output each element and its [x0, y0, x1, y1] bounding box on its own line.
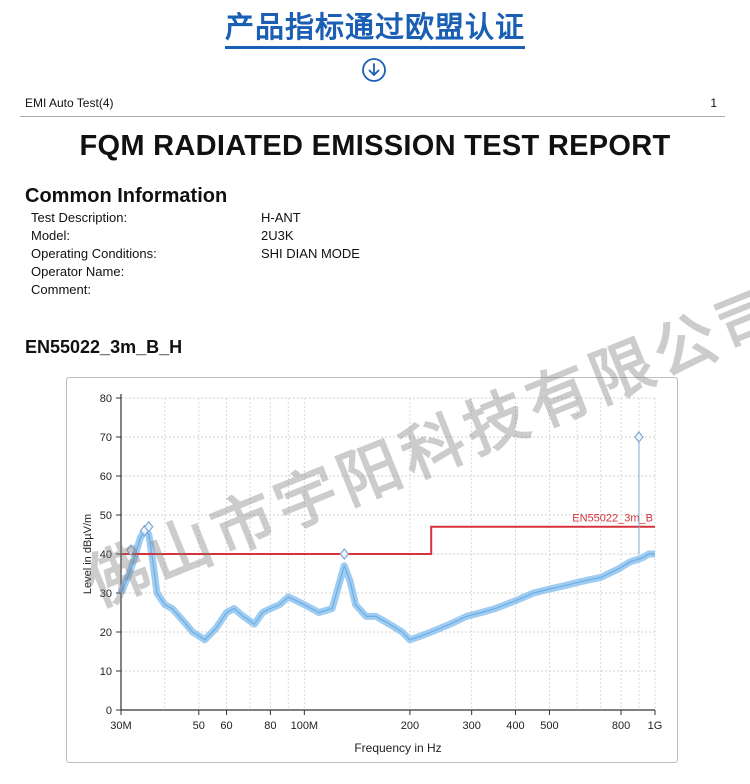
- x-tick-label: 100M: [291, 720, 319, 732]
- chart-svg: 0 10 20 30 40 50 60 70 80 30M 50 60 80 100M 200 300 400 5…: [82, 393, 663, 755]
- arrow-down-circle-icon[interactable]: [361, 57, 387, 83]
- info-label: Operating Conditions:: [31, 246, 157, 261]
- x-tick-label: 500: [540, 720, 558, 732]
- x-tick-label: 200: [401, 720, 419, 732]
- peak-marker: [143, 520, 154, 533]
- common-info-table: Test Description: H-ANT Model: 2U3K Operat…: [31, 209, 531, 299]
- y-tick-label: 20: [100, 627, 112, 639]
- info-label: Operator Name:: [31, 264, 125, 279]
- y-axis-label: Level in dBµV/m: [82, 514, 94, 594]
- banner-title: 产品指标通过欧盟认证: [0, 4, 750, 49]
- x-tick-label: 400: [506, 720, 524, 732]
- limit-label: EN55022_3m_B: [572, 513, 653, 525]
- y-tick-label: 10: [100, 666, 112, 678]
- info-value: SHI DIAN MODE: [261, 246, 360, 261]
- report-title: FQM RADIATED EMISSION TEST REPORT: [79, 130, 671, 162]
- info-label: Comment:: [31, 282, 91, 297]
- y-tick-label: 40: [100, 549, 112, 561]
- x-tick-label: 80: [264, 720, 276, 732]
- page-number: 1: [710, 96, 717, 110]
- x-axis-label: Frequency in Hz: [354, 741, 441, 755]
- info-row: Comment:: [31, 281, 531, 299]
- limit-title: EN55022_3m_B_H: [25, 337, 183, 357]
- x-tick-label: 30M: [110, 720, 131, 732]
- info-row: Operator Name:: [31, 263, 531, 281]
- info-row: Model: 2U3K: [31, 227, 531, 245]
- peak-marker: [634, 431, 644, 443]
- y-tick-label: 60: [100, 471, 112, 483]
- emission-chart: 0 10 20 30 40 50 60 70 80 30M 50 60 80 100M 200 300 400 5…: [66, 377, 678, 763]
- x-tick-label: 800: [612, 720, 630, 732]
- report-header-left: EMI Auto Test(4): [25, 96, 114, 110]
- info-value: 2U3K: [261, 228, 294, 243]
- x-tick-label: 50: [193, 720, 205, 732]
- emission-trace-core: [120, 530, 655, 641]
- common-info-title: Common Information: [25, 185, 228, 207]
- y-tick-label: 0: [106, 705, 112, 717]
- peak-marker: [339, 548, 350, 560]
- y-tick-label: 30: [100, 588, 112, 600]
- y-tick-label: 50: [100, 510, 112, 522]
- info-row: Test Description: H-ANT: [31, 209, 531, 227]
- info-label: Model:: [31, 228, 71, 243]
- peak-marker: [126, 544, 136, 557]
- info-label: Test Description:: [31, 210, 128, 225]
- limit-line: [121, 525, 655, 555]
- info-row: Operating Conditions: SHI DIAN MODE: [31, 245, 531, 263]
- x-tick-label: 300: [462, 720, 480, 732]
- header-divider: [20, 116, 725, 117]
- info-value: H-ANT: [261, 210, 301, 225]
- x-tick-label: 1G: [648, 720, 663, 732]
- x-tick-label: 60: [220, 720, 232, 732]
- y-tick-label: 70: [100, 432, 112, 444]
- y-tick-label: 80: [100, 393, 112, 405]
